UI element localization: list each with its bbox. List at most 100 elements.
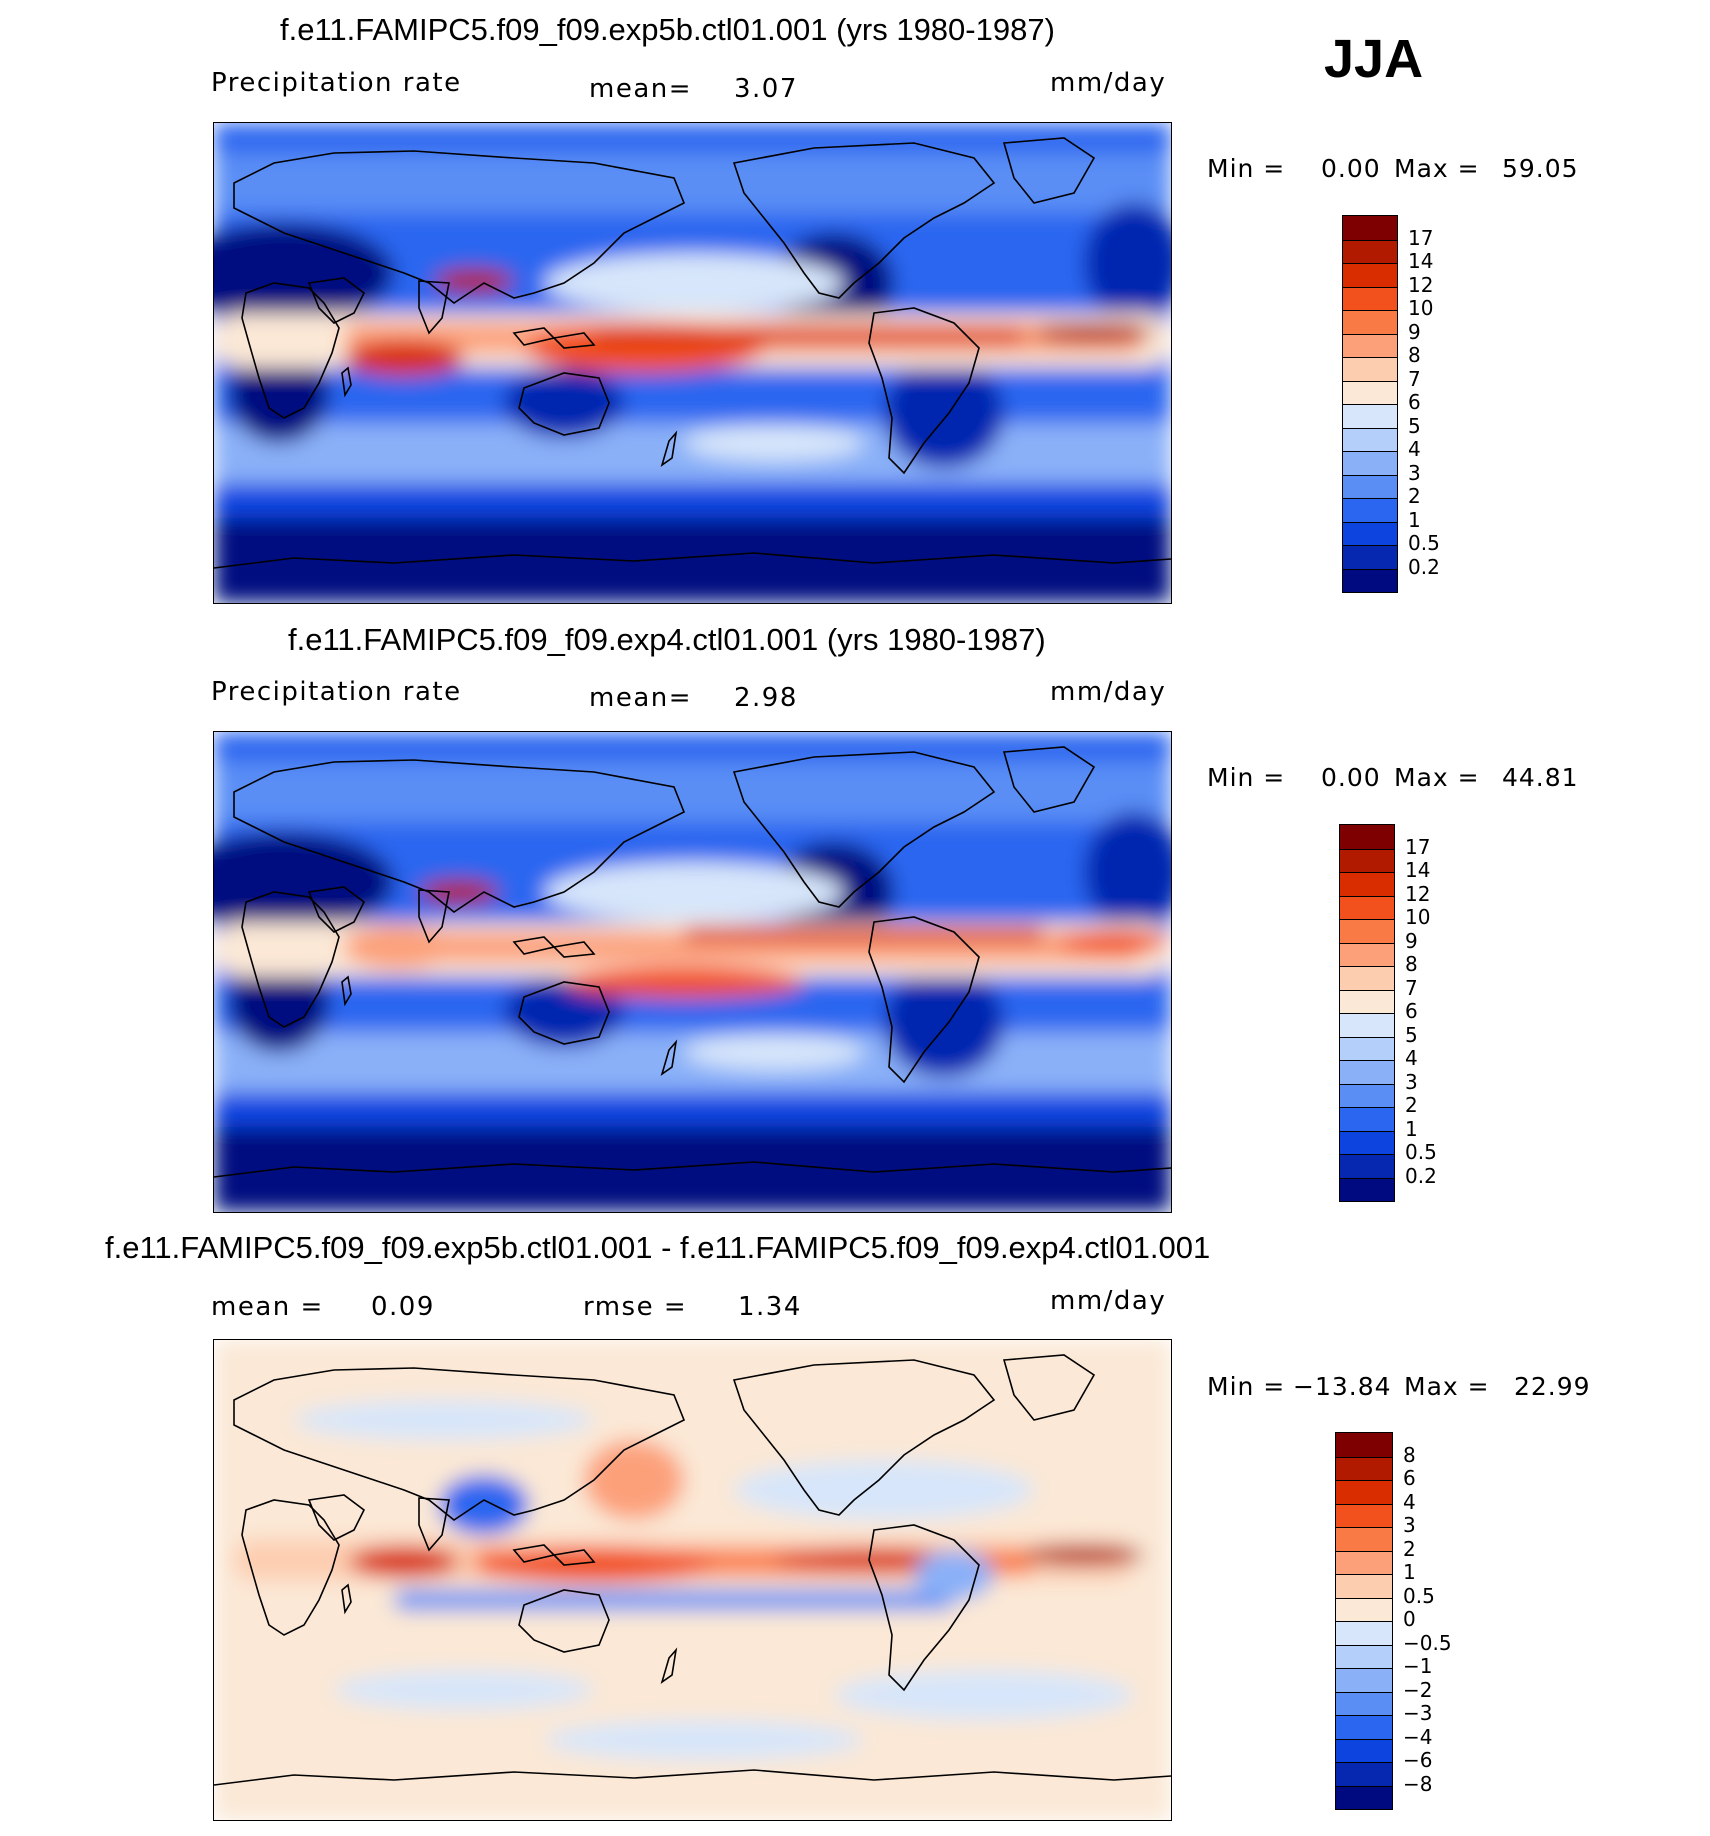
colorbar-cell [1336,1527,1392,1551]
map-field [214,1340,1171,1820]
max-value: 44.81 [1502,763,1579,792]
colorbar-cell [1340,1177,1394,1201]
colorbar-tick-label: 6 [1403,1466,1416,1490]
colorbar-cell [1340,825,1394,849]
colorbar-tick-label: 5 [1408,413,1421,438]
season-label: JJA [1324,29,1424,89]
colorbar-cell [1343,498,1397,522]
colorbar-cell [1340,1013,1394,1037]
colorbar-tick-label: 9 [1408,319,1421,344]
colorbar-cell [1336,1550,1392,1574]
colorbar-tick-label: 6 [1408,390,1421,414]
colorbar-cell [1343,427,1397,451]
colorbar-cell [1340,1107,1394,1131]
colorbar-cell [1340,895,1394,919]
colorbar-cell [1343,474,1397,498]
colorbar-cell [1336,1503,1392,1527]
colorbar-cell [1340,942,1394,966]
colorbar-tick-label: −8 [1403,1771,1433,1796]
colorbar-cell [1343,568,1397,592]
colorbar-cell [1343,545,1397,569]
rmse-value: 1.34 [738,1292,802,1322]
units-label: mm/day [1050,1286,1167,1316]
precip-map [213,731,1172,1213]
colorbar-cell [1343,310,1397,334]
colorbar-tick-label: 8 [1408,343,1421,367]
colorbar-cell [1340,989,1394,1013]
colorbar-cell [1336,1715,1392,1739]
min-label: Min = [1207,1372,1286,1401]
colorbar-tick-label: 9 [1405,928,1418,953]
min-value: −13.84 [1293,1372,1392,1401]
colorbar-cell [1343,521,1397,545]
mean-value: 3.07 [734,74,798,104]
colorbar-cell [1336,1480,1392,1504]
min-value: 0.00 [1321,763,1381,792]
colorbar-tick-label: 17 [1408,225,1434,250]
colorbar-cell [1336,1762,1392,1786]
colorbar-cell [1343,216,1397,240]
colorbar-cell [1336,1644,1392,1668]
colorbar-tick-label: −0.5 [1403,1630,1452,1655]
panel-title: f.e11.FAMIPC5.f09_f09.exp5b.ctl01.001 - … [105,1230,1211,1265]
colorbar-cell [1340,848,1394,872]
map-field [214,732,1171,1212]
colorbar-cell [1340,1083,1394,1107]
colorbar-tick-label: 1 [1403,1560,1416,1584]
colorbar-tick-label: 0.2 [1405,1163,1437,1188]
colorbar-cell [1343,451,1397,475]
colorbar-tick-label: −1 [1403,1654,1433,1678]
colorbar-cell [1336,1738,1392,1762]
precip-map [213,122,1172,604]
colorbar-tick-label: 10 [1405,905,1431,929]
colorbar-tick-label: 0 [1403,1607,1416,1631]
colorbar-tick-label: −2 [1403,1677,1433,1702]
units-label: mm/day [1050,677,1167,707]
colorbar-tick-label: 3 [1405,1069,1418,1094]
max-value: 59.05 [1502,154,1579,183]
mean-label: mean = [211,1292,324,1322]
colorbar-cell [1336,1691,1392,1715]
colorbar-cell [1340,1130,1394,1154]
colorbar-tick-label: 0.5 [1405,1140,1437,1164]
colorbar-tick-label: −6 [1403,1748,1433,1772]
colorbar-cell [1343,286,1397,310]
coastlines [214,1354,1171,1786]
min-label: Min = [1207,154,1286,183]
colorbar-tick-label: 4 [1405,1046,1418,1070]
colorbar-cell [1336,1574,1392,1598]
difference-map [213,1339,1172,1821]
colorbar-cell [1336,1597,1392,1621]
colorbar-tick-label: 1 [1405,1116,1418,1141]
mean-label: mean= [589,683,693,713]
colorbar-cell [1343,239,1397,263]
colorbar-cell [1343,263,1397,287]
colorbar-cell [1343,404,1397,428]
colorbar-tick-label: 8 [1403,1442,1416,1467]
min-label: Min = [1207,763,1286,792]
colorbar-cell [1340,919,1394,943]
variable-label: Precipitation rate [211,677,462,707]
panel-title: f.e11.FAMIPC5.f09_f09.exp5b.ctl01.001 (y… [280,12,1055,47]
mean-value: 0.09 [371,1292,435,1322]
colorbar-tick-label: 12 [1405,881,1431,906]
colorbar-cell [1343,380,1397,404]
colorbar-tick-label: 1 [1408,507,1421,532]
colorbar-tick-label: 4 [1403,1489,1416,1514]
colorbar-cell [1336,1456,1392,1480]
colorbar-cell [1340,1036,1394,1060]
panel-title: f.e11.FAMIPC5.f09_f09.exp4.ctl01.001 (yr… [288,622,1046,657]
mean-value: 2.98 [734,683,798,713]
rmse-label: rmse = [583,1292,688,1322]
colorbar-cell [1336,1785,1392,1809]
colorbar-tick-label: 8 [1405,952,1418,976]
colorbar-tick-label: 3 [1408,460,1421,485]
coastlines [214,746,1171,1178]
variable-label: Precipitation rate [211,68,462,98]
mean-label: mean= [589,74,693,104]
colorbar-tick-label: 7 [1405,975,1418,1000]
coastlines [214,137,1171,569]
colorbar-cell [1336,1433,1392,1457]
colorbar-tick-label: 2 [1403,1536,1416,1561]
colorbar-tick-label: −3 [1403,1701,1433,1725]
